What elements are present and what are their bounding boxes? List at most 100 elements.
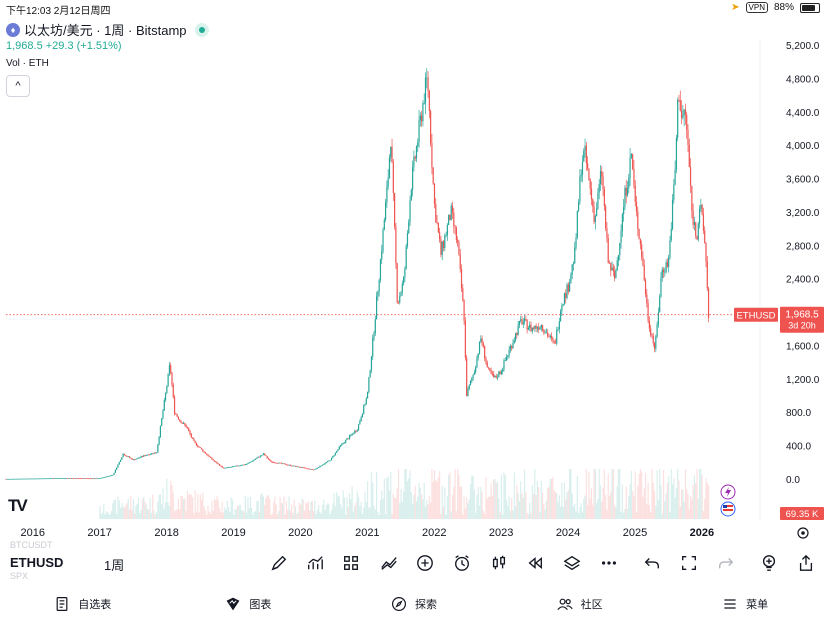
replay-button[interactable] <box>524 552 546 574</box>
volume-bar <box>388 490 391 519</box>
battery-icon <box>800 2 820 13</box>
volume-bar <box>581 512 584 519</box>
nav-menu[interactable]: 菜单 <box>662 588 828 620</box>
candle-body <box>386 186 388 203</box>
candle-body <box>436 222 438 224</box>
candle-body <box>135 458 137 460</box>
candle-body <box>356 430 358 432</box>
candle-body <box>271 461 273 463</box>
candle-body <box>309 468 311 470</box>
layers-button[interactable] <box>561 552 583 574</box>
candle-body <box>541 325 544 330</box>
redo-button[interactable] <box>715 552 737 574</box>
volume-bar <box>513 472 515 519</box>
price-chart[interactable]: 5,200.0 4,800.0 4,400.0 4,000.0 3,600.0 3,200… <box>0 0 828 546</box>
y-tick-label: 1,600.0 <box>786 341 820 352</box>
nav-watchlist[interactable]: 自选表 <box>0 588 166 620</box>
templates-button[interactable] <box>340 552 362 574</box>
fullscreen-button[interactable] <box>678 552 700 574</box>
volume-bar <box>526 512 528 519</box>
candle-body <box>384 202 387 220</box>
symbol-header[interactable]: ♦ 以太坊/美元 · 1周 · Bitstamp <box>6 20 209 39</box>
candle-body <box>137 457 140 459</box>
volume-bar <box>312 510 315 519</box>
indicators-button[interactable] <box>304 552 326 574</box>
candle-body <box>338 446 340 450</box>
volume-bar <box>598 469 600 519</box>
interval-selector[interactable]: 1周 <box>104 558 125 573</box>
volume-bar <box>406 481 409 519</box>
volume-bar <box>109 514 111 519</box>
candle-body <box>545 332 548 334</box>
volume-bar <box>651 469 653 519</box>
ideas-button[interactable] <box>758 552 780 574</box>
symbol-selector[interactable]: ETHUSD <box>10 555 64 570</box>
volume-bar <box>468 499 470 519</box>
candle-body <box>383 219 385 230</box>
volume-bar <box>332 503 334 519</box>
volume-bar <box>495 482 497 519</box>
volume-bar <box>359 505 361 519</box>
candle-body <box>301 467 303 469</box>
drawing-tools-button[interactable] <box>268 552 290 574</box>
candle-body <box>486 362 488 368</box>
alert-button[interactable] <box>451 552 473 574</box>
volume-bar <box>680 489 683 519</box>
volume-bar <box>333 493 335 519</box>
volume-bar <box>626 509 629 519</box>
candle-body <box>495 376 497 378</box>
undo-button[interactable] <box>641 552 663 574</box>
candle-body <box>298 466 300 468</box>
volume-indicator-label[interactable]: Vol · ETH <box>6 58 49 69</box>
x-tick-label: 2019 <box>221 527 245 539</box>
chart-type-button[interactable] <box>488 552 510 574</box>
volume-bar <box>472 475 474 519</box>
candle-body <box>98 478 100 480</box>
candle-body <box>293 465 295 467</box>
volume-bar <box>534 469 536 519</box>
candle-body <box>635 201 638 212</box>
volume-bar <box>430 502 432 519</box>
nav-explore[interactable]: 探索 <box>331 588 497 620</box>
candle-body <box>267 458 270 460</box>
share-button[interactable] <box>795 552 817 574</box>
nav-community[interactable]: 社区 <box>497 588 663 620</box>
symbol-price-tag <box>734 307 778 322</box>
volume-bar <box>637 485 639 519</box>
candle-body <box>275 462 277 464</box>
candle-body <box>614 271 616 279</box>
volume-bar <box>580 503 582 519</box>
y-tick-label: 400.0 <box>786 442 811 453</box>
candle-body <box>157 444 159 453</box>
more-button[interactable] <box>598 552 620 574</box>
y-tick-label: 5,200.0 <box>786 41 820 52</box>
candle-body <box>109 475 111 477</box>
candle-body <box>457 240 459 243</box>
candle-body <box>336 450 338 453</box>
candle-body <box>33 478 35 480</box>
volume-bar <box>100 514 102 519</box>
candle-body <box>558 321 560 330</box>
candle-body <box>175 413 177 415</box>
volume-bar <box>211 501 213 519</box>
compare-button[interactable] <box>378 552 400 574</box>
collapse-legend-button[interactable]: ^ <box>6 75 30 97</box>
volume-bar <box>567 489 569 519</box>
volume-bar <box>455 511 457 519</box>
candle-body <box>611 267 613 271</box>
candle-body <box>366 391 369 399</box>
nav-chart[interactable]: 图表 <box>166 588 332 620</box>
volume-bar <box>500 475 503 519</box>
candle-body <box>278 462 280 464</box>
volume-bar <box>149 497 151 519</box>
candle-body <box>319 465 321 468</box>
volume-bar <box>459 486 461 519</box>
symbol-title[interactable]: 以太坊/美元 · 1周 · Bitstamp <box>24 23 187 38</box>
volume-bar <box>363 507 365 519</box>
volume-bar <box>453 487 455 519</box>
candle-body <box>491 373 494 375</box>
volume-bar <box>285 501 288 519</box>
candle-body <box>74 478 77 479</box>
add-button[interactable] <box>414 552 436 574</box>
candle-body <box>269 459 271 461</box>
